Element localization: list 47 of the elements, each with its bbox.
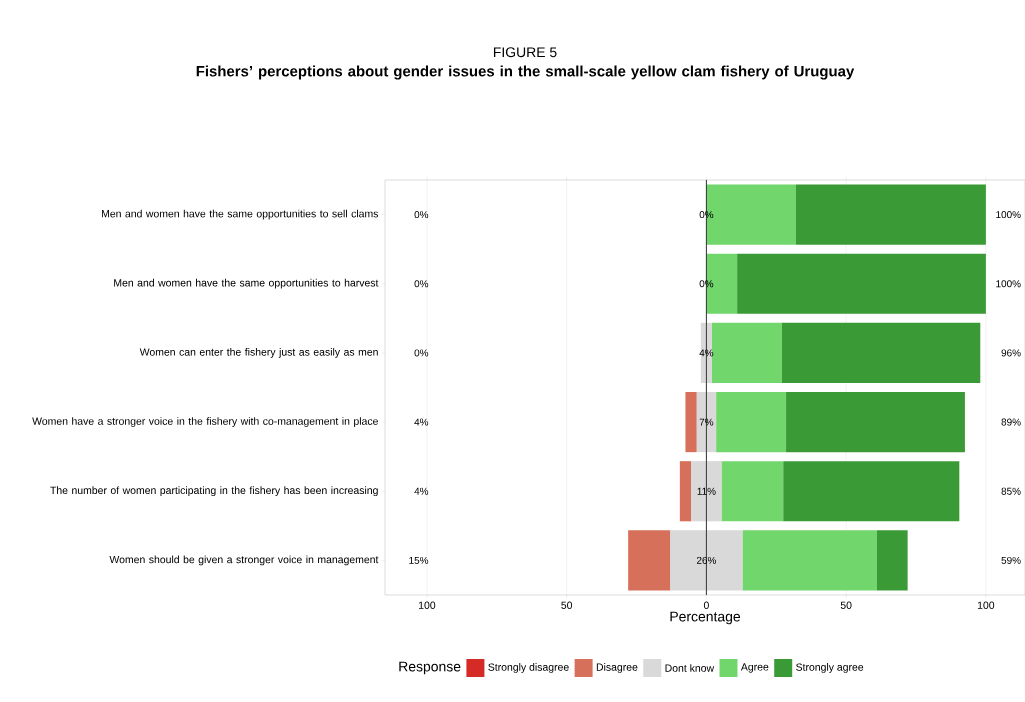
legend-label: Strongly agree	[796, 663, 864, 673]
chart-subtitle: Fishers’ perceptions about gender issues in the small-scale yellow clam fishery of Uruguay	[196, 65, 855, 80]
bar	[742, 530, 877, 591]
legend-label: Disagree	[596, 663, 638, 673]
annotation: 96%	[1001, 349, 1021, 357]
x-tick-label: 100	[419, 601, 436, 609]
bar	[721, 461, 784, 522]
annotation: 0%	[699, 211, 714, 219]
legend-title: Response	[399, 661, 461, 675]
annotation: 0%	[414, 280, 429, 288]
y-tick-label: Women have a stronger voice in the fishery with co-management in place	[32, 417, 378, 427]
annotation: 100%	[996, 211, 1021, 219]
annotation: 89%	[1001, 418, 1021, 426]
bar	[712, 322, 782, 383]
x-axis-title: Percentage	[670, 611, 741, 625]
chart-title: FIGURE 5	[493, 47, 557, 58]
annotation: 0%	[699, 280, 714, 288]
annotation: 0%	[414, 349, 429, 357]
annotation: 85%	[1001, 487, 1021, 495]
x-tick-label: 0	[703, 601, 709, 609]
legend-label: Strongly disagree	[488, 663, 569, 673]
x-tick-label: 100	[977, 601, 995, 609]
bar	[679, 461, 692, 522]
annotation: 4%	[414, 418, 429, 426]
legend-label: Dont know	[665, 664, 715, 672]
bar	[795, 184, 986, 245]
annotation: 100%	[996, 280, 1021, 288]
bar	[876, 530, 908, 591]
bar	[786, 391, 965, 453]
bar	[781, 322, 981, 383]
y-tick-label: Men and women have the same opportunities to harvest	[114, 278, 379, 289]
y-tick-label: Women should be given a stronger voice in management	[109, 555, 379, 566]
annotation: 15%	[409, 556, 429, 564]
bar	[716, 391, 787, 453]
y-tick-label: The number of women participating in the fishery has been increasing	[50, 486, 378, 497]
x-tick-label: 50	[840, 601, 852, 609]
bar	[737, 253, 986, 314]
y-tick-label: Women can enter the fishery just as easily as men	[139, 348, 378, 358]
legend-label: Agree	[740, 663, 769, 673]
annotation: 4%	[414, 487, 429, 495]
bar	[685, 391, 697, 453]
y-tick-label: Men and women have the same opportunities to sell clams	[102, 209, 379, 220]
annotation: 0%	[414, 211, 429, 219]
bar	[783, 461, 960, 522]
annotation: 59%	[1001, 556, 1021, 564]
bar	[628, 530, 671, 591]
x-tick-label: 50	[561, 601, 573, 609]
